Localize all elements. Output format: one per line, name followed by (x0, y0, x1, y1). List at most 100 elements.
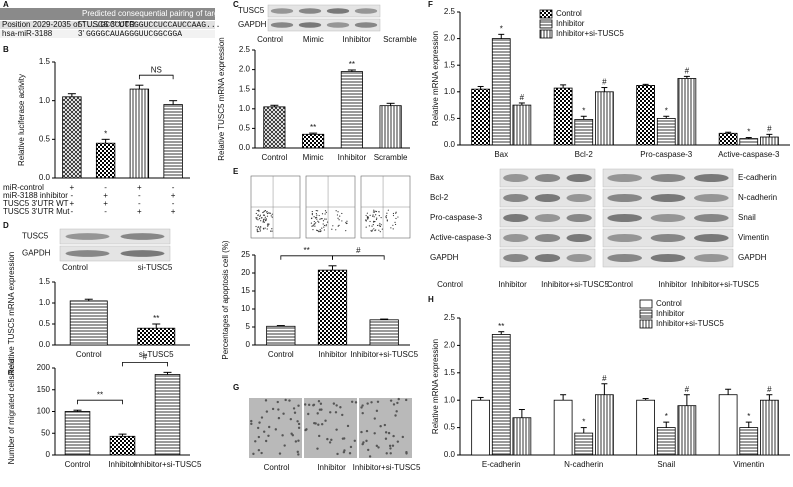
comparison-bracket (122, 361, 168, 367)
flow-event (386, 212, 388, 214)
flow-event (341, 220, 343, 222)
error-bar (601, 383, 608, 395)
flow-event (378, 229, 380, 231)
micrograph-cell (307, 412, 310, 416)
error-bar (328, 265, 337, 271)
bracket-label: NS (151, 65, 162, 74)
legend-label: Inhibitor+si-TUSC5 (556, 29, 624, 38)
y-tick-label: 2.5 (239, 45, 251, 54)
table-cell: ...GCCCCCGGGUCCUCCAUCCAAG... (86, 21, 220, 30)
flow-event (381, 228, 383, 230)
legend-label: Control (656, 299, 682, 308)
flow-event (365, 214, 367, 217)
condition-mark: + (103, 199, 108, 208)
bar (491, 38, 511, 146)
micrograph-cell (336, 452, 339, 456)
micrograph-cell (318, 434, 321, 438)
condition-mark: + (171, 207, 176, 216)
x-tick-label: Control (261, 153, 287, 162)
y-axis-label: Relative luciferase activity (17, 74, 26, 166)
table-row-bg (0, 21, 215, 29)
bar (512, 417, 532, 456)
bar (95, 142, 116, 179)
flow-event (394, 221, 396, 224)
blot-band (566, 194, 592, 202)
y-tick-label: 1.5 (39, 57, 51, 66)
micrograph-cell (257, 435, 261, 439)
y-tick-label: 0.5 (39, 134, 51, 143)
flow-event (374, 229, 376, 232)
flow-event (323, 226, 325, 228)
y-tick-label: 1.0 (444, 395, 456, 404)
blot-band (298, 22, 322, 28)
flow-event (331, 228, 333, 230)
blot-row-label: GAPDH (738, 253, 767, 262)
condition-mark: - (172, 199, 175, 208)
blot-row-label: Vimentin (738, 233, 769, 242)
blot-strip (267, 18, 381, 32)
flow-event (267, 224, 269, 226)
flow-event (325, 218, 327, 220)
flow-event (371, 225, 373, 227)
significance-mark: # (767, 385, 772, 394)
significance-mark: * (747, 412, 750, 421)
lane-label: Control (437, 280, 463, 289)
flow-event (318, 230, 320, 233)
flow-event (324, 213, 326, 215)
micrograph-cell (373, 432, 376, 435)
micrograph-cell (277, 416, 281, 420)
blot-band (534, 254, 561, 262)
legend-swatch (539, 9, 553, 19)
error-bar (163, 371, 172, 375)
blot-band (534, 194, 561, 202)
x-tick-label: Inhibitor+si-TUSC5 (134, 460, 202, 469)
flow-event (374, 210, 376, 212)
lane-label: Inhibitor (498, 280, 527, 289)
flow-event (271, 228, 273, 230)
flow-event (379, 222, 381, 225)
legend-swatch (539, 19, 553, 29)
micrograph-cell (389, 399, 393, 402)
flow-event (262, 221, 264, 223)
micrograph-cell (256, 426, 260, 430)
flow-event (260, 217, 263, 219)
micrograph-cell (392, 403, 396, 406)
panel-letter: G (233, 383, 239, 392)
condition-mark: + (137, 183, 142, 192)
flow-event (321, 227, 323, 229)
lane-label: Scramble (383, 35, 417, 44)
flow-event (259, 228, 261, 230)
blot-band (534, 214, 561, 222)
bar (656, 427, 676, 456)
micrograph-cell (346, 424, 350, 428)
bar (163, 104, 183, 179)
legend-label: Inhibitor (656, 309, 685, 318)
lane-label: Inhibitor (342, 35, 371, 44)
blot-band (607, 234, 643, 242)
bar (512, 104, 532, 146)
bar (760, 136, 779, 146)
y-tick-label: 15 (241, 286, 250, 295)
flow-event (368, 225, 370, 227)
flow-event (324, 210, 327, 212)
micrograph-cell (401, 435, 405, 439)
blot-row-label: E-cadherin (738, 173, 777, 182)
micrograph-cell (283, 444, 286, 447)
significance-mark: ** (153, 314, 159, 323)
legend-swatch (639, 309, 653, 319)
legend-swatch (639, 299, 653, 309)
condition-mark: - (71, 191, 74, 200)
y-tick-label: 20 (241, 268, 250, 277)
flow-event (256, 218, 258, 220)
micrograph-cell (260, 416, 264, 419)
bar (491, 334, 511, 456)
blot-band (607, 214, 643, 222)
blot-band (566, 234, 592, 242)
micrograph-cell (267, 425, 271, 429)
micrograph-cell (282, 412, 285, 415)
micrograph-cell (303, 403, 307, 406)
micrograph-cell (383, 423, 387, 427)
micrograph-cell (348, 452, 352, 455)
flow-event (268, 223, 270, 225)
bar (718, 132, 738, 146)
